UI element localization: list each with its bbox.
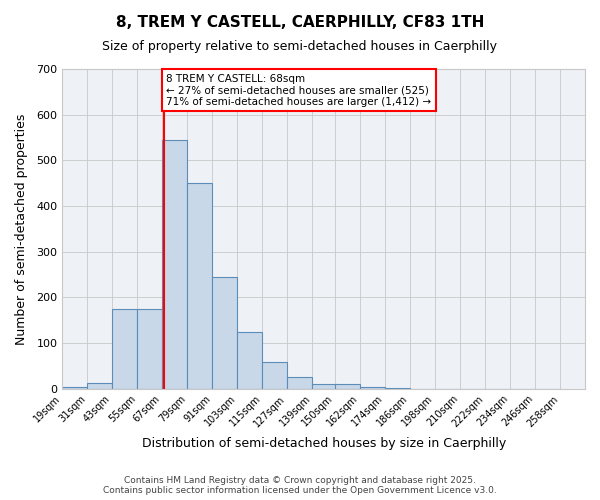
Y-axis label: Number of semi-detached properties: Number of semi-detached properties — [15, 113, 28, 344]
Bar — [162, 140, 187, 389]
Text: 8, TREM Y CASTELL, CAERPHILLY, CF83 1TH: 8, TREM Y CASTELL, CAERPHILLY, CF83 1TH — [116, 15, 484, 30]
Text: 8 TREM Y CASTELL: 68sqm
← 27% of semi-detached houses are smaller (525)
71% of s: 8 TREM Y CASTELL: 68sqm ← 27% of semi-de… — [166, 74, 431, 107]
Bar — [385, 388, 410, 389]
Text: Size of property relative to semi-detached houses in Caerphilly: Size of property relative to semi-detach… — [103, 40, 497, 53]
Bar — [88, 384, 112, 389]
Bar — [212, 277, 237, 389]
Text: Contains HM Land Registry data © Crown copyright and database right 2025.
Contai: Contains HM Land Registry data © Crown c… — [103, 476, 497, 495]
Bar — [187, 183, 212, 389]
X-axis label: Distribution of semi-detached houses by size in Caerphilly: Distribution of semi-detached houses by … — [142, 437, 506, 450]
Bar — [62, 386, 88, 389]
Bar — [137, 309, 162, 389]
Bar — [312, 384, 337, 389]
Bar — [287, 378, 312, 389]
Bar — [237, 332, 262, 389]
Bar — [335, 384, 360, 389]
Bar — [262, 362, 287, 389]
Bar — [112, 309, 137, 389]
Bar — [360, 386, 385, 389]
